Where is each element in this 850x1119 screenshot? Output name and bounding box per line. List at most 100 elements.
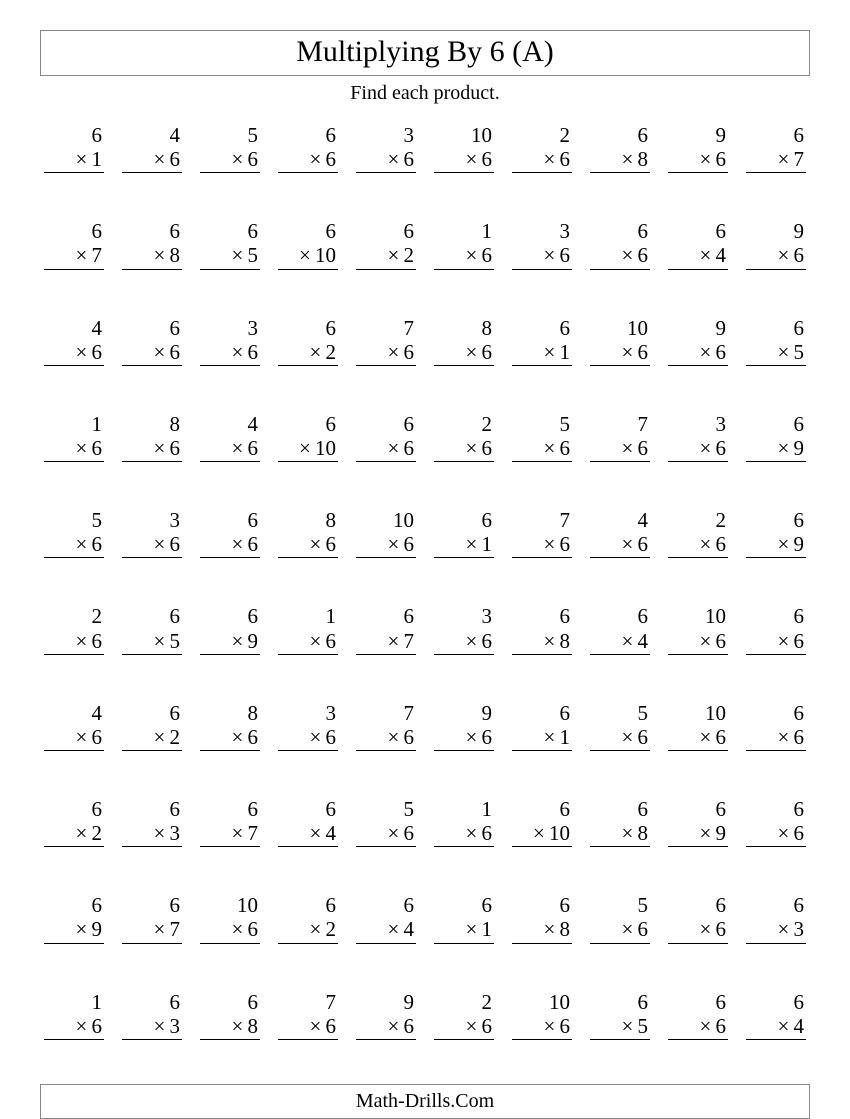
answer-blank xyxy=(512,944,572,960)
multiplicand: 2 xyxy=(434,990,494,1014)
multiplier-row: × 6 xyxy=(434,436,494,462)
multiplicand: 6 xyxy=(746,701,806,725)
problem-cell: 2× 6 xyxy=(434,990,494,1056)
answer-blank xyxy=(356,944,416,960)
multiplier-row: × 6 xyxy=(746,629,806,655)
problem-cell: 6× 2 xyxy=(122,701,182,767)
multiplier-row: × 6 xyxy=(590,340,650,366)
problem-cell: 6× 6 xyxy=(668,893,728,959)
multiplicand: 10 xyxy=(200,893,260,917)
answer-blank xyxy=(746,462,806,478)
multiplier-row: × 6 xyxy=(356,340,416,366)
multiplier-row: × 6 xyxy=(44,436,104,462)
multiplicand: 6 xyxy=(278,893,338,917)
problem-cell: 6× 6 xyxy=(746,797,806,863)
multiplier-row: × 6 xyxy=(512,1014,572,1040)
answer-blank xyxy=(590,1040,650,1056)
answer-blank xyxy=(278,558,338,574)
answer-blank xyxy=(44,1040,104,1056)
answer-blank xyxy=(512,173,572,189)
multiplier-row: × 6 xyxy=(356,821,416,847)
multiplicand: 3 xyxy=(278,701,338,725)
problem-cell: 6× 9 xyxy=(200,604,260,670)
answer-blank xyxy=(278,847,338,863)
multiplier-row: × 7 xyxy=(122,917,182,943)
problem-cell: 6× 8 xyxy=(512,893,572,959)
multiplicand: 6 xyxy=(590,990,650,1014)
multiplicand: 7 xyxy=(512,508,572,532)
multiplier-row: × 10 xyxy=(278,243,338,269)
answer-blank xyxy=(746,1040,806,1056)
answer-blank xyxy=(668,944,728,960)
multiplicand: 6 xyxy=(668,990,728,1014)
answer-blank xyxy=(434,366,494,382)
multiplicand: 8 xyxy=(278,508,338,532)
multiplier-row: × 6 xyxy=(590,917,650,943)
multiplicand: 2 xyxy=(434,412,494,436)
multiplicand: 5 xyxy=(512,412,572,436)
problem-cell: 2× 6 xyxy=(44,604,104,670)
multiplicand: 6 xyxy=(200,797,260,821)
multiplicand: 3 xyxy=(200,316,260,340)
multiplier-row: × 6 xyxy=(668,147,728,173)
multiplier-row: × 4 xyxy=(590,629,650,655)
answer-blank xyxy=(512,1040,572,1056)
multiplicand: 3 xyxy=(434,604,494,628)
multiplier-row: × 6 xyxy=(356,532,416,558)
answer-blank xyxy=(668,366,728,382)
multiplicand: 9 xyxy=(668,316,728,340)
answer-blank xyxy=(44,366,104,382)
answer-blank xyxy=(44,847,104,863)
multiplier-row: × 8 xyxy=(590,821,650,847)
multiplier-row: × 1 xyxy=(512,725,572,751)
answer-blank xyxy=(356,751,416,767)
answer-blank xyxy=(668,558,728,574)
answer-blank xyxy=(590,558,650,574)
problem-cell: 6× 1 xyxy=(512,701,572,767)
answer-blank xyxy=(122,173,182,189)
multiplicand: 6 xyxy=(122,219,182,243)
multiplicand: 6 xyxy=(590,797,650,821)
answer-blank xyxy=(278,751,338,767)
multiplier-row: × 2 xyxy=(44,821,104,847)
answer-blank xyxy=(200,558,260,574)
multiplier-row: × 6 xyxy=(746,821,806,847)
multiplicand: 6 xyxy=(746,123,806,147)
problem-cell: 6× 8 xyxy=(122,219,182,285)
multiplicand: 6 xyxy=(668,893,728,917)
answer-blank xyxy=(278,1040,338,1056)
multiplier-row: × 6 xyxy=(590,436,650,462)
problem-cell: 5× 6 xyxy=(200,123,260,189)
multiplier-row: × 7 xyxy=(200,821,260,847)
problem-cell: 1× 6 xyxy=(44,990,104,1056)
multiplier-row: × 6 xyxy=(434,147,494,173)
answer-blank xyxy=(434,944,494,960)
multiplicand: 6 xyxy=(278,219,338,243)
answer-blank xyxy=(434,173,494,189)
multiplicand: 10 xyxy=(434,123,494,147)
multiplier-row: × 6 xyxy=(278,532,338,558)
title-box: Multiplying By 6 (A) xyxy=(40,30,810,76)
multiplicand: 6 xyxy=(200,219,260,243)
multiplier-row: × 6 xyxy=(122,436,182,462)
answer-blank xyxy=(746,366,806,382)
multiplier-row: × 6 xyxy=(434,629,494,655)
multiplier-row: × 6 xyxy=(512,436,572,462)
problem-cell: 6× 7 xyxy=(356,604,416,670)
answer-blank xyxy=(512,847,572,863)
multiplicand: 6 xyxy=(512,701,572,725)
problem-cell: 4× 6 xyxy=(590,508,650,574)
multiplicand: 4 xyxy=(590,508,650,532)
multiplicand: 10 xyxy=(356,508,416,532)
multiplicand: 6 xyxy=(200,604,260,628)
multiplier-row: × 6 xyxy=(200,532,260,558)
multiplicand: 10 xyxy=(512,990,572,1014)
answer-blank xyxy=(44,270,104,286)
multiplier-row: × 3 xyxy=(122,821,182,847)
problem-cell: 6× 8 xyxy=(512,604,572,670)
problem-cell: 10× 6 xyxy=(668,701,728,767)
multiplicand: 3 xyxy=(512,219,572,243)
problem-cell: 6× 5 xyxy=(200,219,260,285)
answer-blank xyxy=(200,751,260,767)
multiplier-row: × 6 xyxy=(668,532,728,558)
